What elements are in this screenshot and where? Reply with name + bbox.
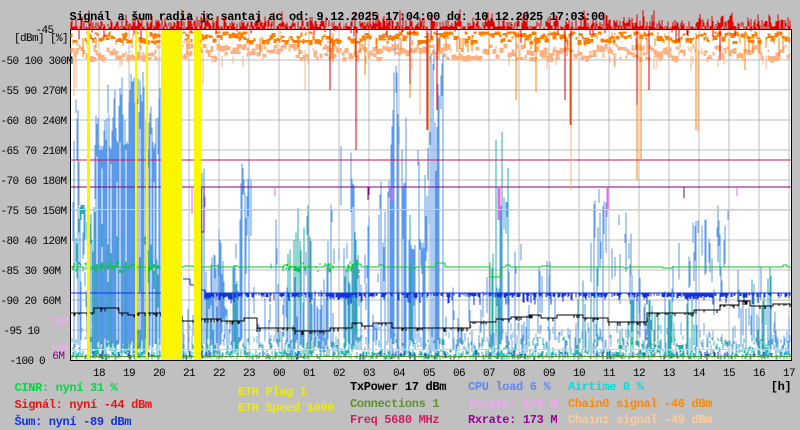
svg-text:6M: 6M: [52, 351, 64, 363]
svg-text:17: 17: [783, 368, 795, 380]
svg-text:-60 80 240M: -60 80 240M: [1, 116, 67, 128]
svg-text:Freq 5680 MHz: Freq 5680 MHz: [350, 413, 439, 427]
svg-text:19: 19: [123, 368, 135, 380]
svg-text:01: 01: [303, 368, 316, 380]
svg-text:00: 00: [273, 368, 285, 380]
svg-text:Rxrate: 173 M: Rxrate: 173 M: [468, 413, 557, 427]
svg-text:03: 03: [363, 368, 375, 380]
svg-text:-75 50 150M: -75 50 150M: [1, 206, 67, 218]
svg-text:-100: -100: [10, 356, 34, 368]
svg-text:[h]: [h]: [771, 380, 792, 394]
svg-text:10: 10: [573, 368, 585, 380]
svg-text:20: 20: [153, 368, 165, 380]
svg-text:-95 10: -95 10: [4, 326, 40, 338]
svg-text:Connections 1: Connections 1: [350, 397, 439, 411]
svg-text:Txrate: 173 M: Txrate: 173 M: [468, 397, 557, 411]
svg-text:12: 12: [633, 368, 645, 380]
svg-text:TxPower 17 dBm: TxPower 17 dBm: [350, 380, 446, 394]
svg-text:-70 60 180M: -70 60 180M: [1, 176, 67, 188]
svg-text:Chain0 signal -46 dBm: Chain0 signal -46 dBm: [568, 397, 712, 411]
svg-text:07: 07: [483, 368, 495, 380]
svg-text:-55 90 270M: -55 90 270M: [1, 86, 67, 98]
svg-text:09: 09: [543, 368, 555, 380]
svg-text:Airtime 0 %: Airtime 0 %: [568, 380, 645, 394]
svg-text:23: 23: [243, 368, 255, 380]
svg-text:21: 21: [183, 368, 196, 380]
svg-text:0: 0: [39, 356, 45, 368]
svg-text:02: 02: [333, 368, 345, 380]
svg-text:Šum: nyní -89 dBm: Šum: nyní -89 dBm: [15, 414, 132, 429]
svg-text:05: 05: [423, 368, 435, 380]
svg-text:[dBm] [%]: [dBm] [%]: [14, 33, 68, 45]
svg-text:Signál a šum radia jc santaj a: Signál a šum radia jc santaj ac od: 9.12…: [70, 10, 605, 24]
svg-text:14: 14: [693, 368, 706, 380]
svg-text:CPU load 6 %: CPU load 6 %: [468, 380, 551, 394]
svg-text:22: 22: [213, 368, 225, 380]
svg-text:11: 11: [603, 368, 616, 380]
svg-text:06: 06: [453, 368, 465, 380]
svg-text:08: 08: [513, 368, 525, 380]
svg-text:04: 04: [393, 368, 406, 380]
svg-text:Signál: nyní -44 dBm: Signál: nyní -44 dBm: [15, 398, 152, 412]
svg-text:39M: 39M: [50, 317, 67, 329]
svg-text:18: 18: [93, 368, 105, 380]
svg-text:-65 70 210M: -65 70 210M: [1, 146, 67, 158]
svg-text:Chain1 signal -49 dBm: Chain1 signal -49 dBm: [568, 413, 712, 427]
svg-text:-85 30 90M: -85 30 90M: [1, 266, 61, 278]
svg-text:ETH Speed 1000: ETH Speed 1000: [238, 401, 334, 415]
svg-text:13: 13: [663, 368, 675, 380]
svg-text:-90 20 60M: -90 20 60M: [1, 296, 61, 308]
svg-text:-45: -45: [36, 25, 54, 37]
svg-text:CINR: nyní 31 %: CINR: nyní 31 %: [15, 381, 119, 395]
svg-text:15: 15: [723, 368, 735, 380]
svg-text:13M: 13M: [50, 344, 67, 356]
svg-text:-80 40 120M: -80 40 120M: [1, 236, 67, 248]
svg-text:16: 16: [753, 368, 765, 380]
svg-text:ETH Plug 1: ETH Plug 1: [238, 385, 307, 399]
svg-text:-50 100 300M: -50 100 300M: [1, 56, 73, 68]
